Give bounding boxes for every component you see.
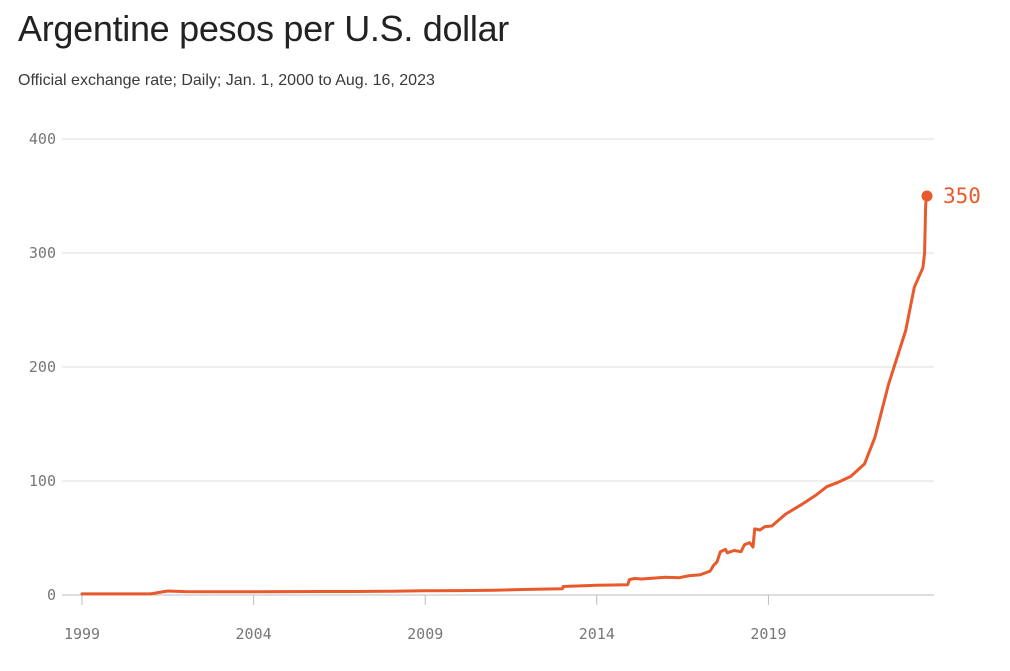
x-tick-label: 2009 bbox=[407, 625, 443, 643]
x-tick-label: 2014 bbox=[579, 625, 615, 643]
y-tick-label: 0 bbox=[47, 586, 56, 604]
y-tick-label: 200 bbox=[29, 358, 56, 376]
end-marker-layer: 350 bbox=[921, 184, 981, 208]
x-tick-label: 1999 bbox=[64, 625, 100, 643]
series-layer bbox=[80, 194, 929, 596]
end-value-label: 350 bbox=[943, 184, 981, 208]
series-line-exchange-rate bbox=[80, 194, 929, 596]
y-axis-ticks: 0 100 200 300 400 bbox=[29, 130, 56, 604]
x-tick-label: 2019 bbox=[750, 625, 786, 643]
y-tick-label: 300 bbox=[29, 244, 56, 262]
x-axis-ticks: 1999 2004 2009 2014 2019 bbox=[64, 595, 786, 643]
end-point-marker bbox=[921, 190, 933, 202]
grid-lines bbox=[62, 138, 934, 596]
y-tick-label: 100 bbox=[29, 472, 56, 490]
chart-subtitle: Official exchange rate; Daily; Jan. 1, 2… bbox=[18, 72, 435, 89]
y-tick-label: 400 bbox=[29, 130, 56, 148]
x-tick-label: 2004 bbox=[236, 625, 272, 643]
chart-title: Argentine pesos per U.S. dollar bbox=[18, 8, 509, 49]
